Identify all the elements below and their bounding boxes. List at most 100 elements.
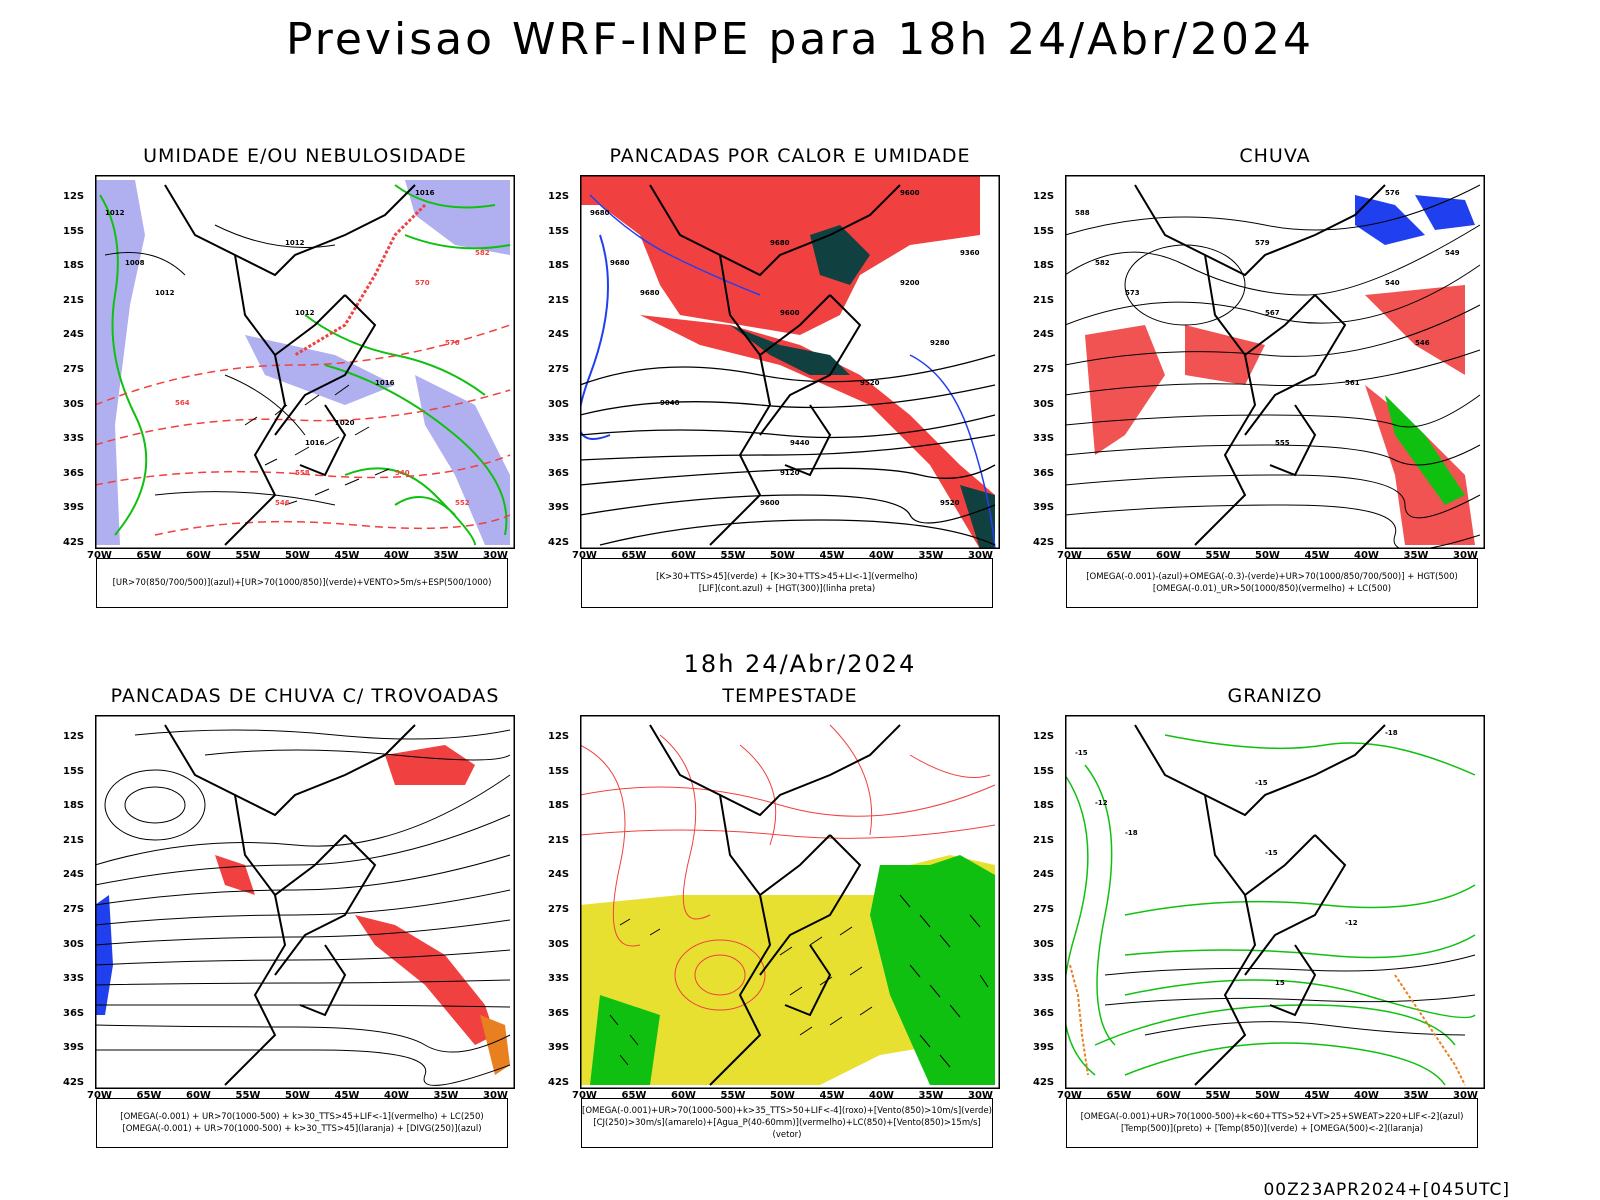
- longitude-tick-label: 35W: [433, 1090, 459, 1101]
- longitude-tick-label: 30W: [1453, 550, 1478, 561]
- legend-line: [K>30+TTS>45](verde) + [K>30+TTS>45+LI<-…: [656, 572, 918, 582]
- longitude-tick-label: 40W: [1354, 550, 1379, 561]
- contour-value-label: 1008: [125, 259, 145, 267]
- map-frame: [580, 715, 1000, 1089]
- longitude-tick-label: 35W: [1403, 1090, 1429, 1101]
- contour-value-label: -18: [1385, 729, 1398, 737]
- latitude-tick-label: 33S: [548, 973, 570, 985]
- longitude-tick-label: 60W: [671, 550, 696, 561]
- longitude-tick-label: 55W: [235, 1090, 261, 1101]
- contour-value-label: 9280: [930, 339, 950, 347]
- contour-value-label: 549: [1445, 249, 1460, 257]
- contour-value-label: 570: [415, 279, 430, 287]
- latitude-tick-label: 33S: [548, 433, 570, 445]
- contour-value-label: 540: [395, 469, 410, 477]
- contour-value-label: 582: [475, 249, 490, 257]
- latitude-tick-label: 27S: [1033, 904, 1055, 915]
- longitude-tick-label: 55W: [1205, 550, 1231, 561]
- latitude-tick-label: 18S: [548, 260, 570, 272]
- longitude-tick-label: 50W: [1255, 550, 1280, 561]
- latitude-tick-label: 12S: [548, 731, 570, 742]
- contour-value-label: 540: [1385, 279, 1400, 287]
- contour-value-label: 558: [295, 469, 310, 477]
- legend-line: [OMEGA(-0.001)-(azul)+OMEGA(-0.3)-(verde…: [1086, 572, 1458, 582]
- contour-labels: 9680 9680 9680 9600 9680 9600 9520 9440 9360 9280…: [590, 189, 980, 507]
- contour-value-label: 1016: [305, 439, 325, 447]
- latitude-tick-label: 36S: [1033, 467, 1055, 479]
- latitude-tick-label: 21S: [1033, 834, 1055, 846]
- longitude-tick-label: 45W: [819, 550, 845, 561]
- panel-title: TEMPESTADE: [722, 685, 858, 707]
- latitude-tick-label: 30S: [63, 938, 85, 950]
- longitude-tick-label: 30W: [1453, 1090, 1478, 1101]
- longitude-tick-label: 30W: [968, 1090, 993, 1101]
- longitude-tick-label: 50W: [285, 1090, 310, 1101]
- latitude-tick-label: 30S: [1033, 398, 1055, 410]
- contour-value-label: 564: [175, 399, 190, 407]
- longitude-tick-label: 60W: [671, 1090, 696, 1101]
- latitude-tick-label: 15S: [1033, 225, 1055, 237]
- latitude-tick-label: 30S: [548, 938, 570, 950]
- contour-value-label: 9680: [770, 239, 790, 247]
- longitude-tick-label: 65W: [1106, 1090, 1132, 1101]
- contour-value-label: 576: [445, 339, 460, 347]
- longitude-tick-label: 55W: [720, 550, 746, 561]
- contour-value-label: 9440: [790, 439, 810, 447]
- longitude-tick-label: 35W: [1403, 550, 1429, 561]
- contour-value-label: 546: [1415, 339, 1430, 347]
- contour-value-label: 573: [1125, 289, 1140, 297]
- run-code-label: 00Z23APR2024+[045UTC]: [1263, 1180, 1510, 1200]
- latitude-tick-label: 21S: [548, 834, 570, 846]
- latitude-tick-label: 24S: [63, 869, 85, 881]
- panel-legend: [K>30+TTS>45](verde) + [K>30+TTS>45+LI<-…: [581, 558, 993, 608]
- longitude-tick-label: 35W: [918, 550, 944, 561]
- contour-value-label: 1012: [295, 309, 315, 317]
- latitude-tick-label: 33S: [1033, 973, 1055, 985]
- latitude-tick-label: 42S: [548, 1077, 570, 1088]
- latitude-tick-label: 30S: [1033, 938, 1055, 950]
- longitude-tick-label: 40W: [869, 550, 894, 561]
- longitude-tick-label: 65W: [136, 1090, 162, 1101]
- legend-line: [OMEGA(-0.01)_UR>50(1000/850)(vermelho) …: [1152, 584, 1392, 594]
- forecast-map: 1012 1008 1012 1016 1012 1012 1016 1016 582 576 57…: [95, 175, 515, 549]
- longitude-tick-label: 40W: [1354, 1090, 1379, 1101]
- latitude-tick-label: 30S: [548, 398, 570, 410]
- latitude-tick-label: 27S: [63, 904, 85, 915]
- contour-value-label: 1012: [155, 289, 175, 297]
- forecast-map: [95, 715, 515, 1089]
- latitude-tick-label: 42S: [1033, 1077, 1055, 1088]
- panel-title: CHUVA: [1239, 145, 1311, 167]
- longitude-tick-label: 40W: [384, 1090, 409, 1101]
- latitude-tick-label: 18S: [63, 260, 85, 272]
- contour-labels: -15 -12 -15 -18 -18 -15 -12 15: [1075, 729, 1398, 987]
- contour-value-label: -15: [1075, 749, 1088, 757]
- longitude-tick-label: 50W: [285, 550, 310, 561]
- longitude-tick-label: 30W: [968, 550, 993, 561]
- longitude-tick-label: 60W: [186, 1090, 211, 1101]
- latitude-tick-label: 15S: [63, 225, 85, 237]
- latitude-tick-label: 21S: [63, 834, 85, 846]
- latitude-tick-label: 39S: [1033, 1042, 1055, 1054]
- latitude-tick-label: 15S: [548, 765, 570, 777]
- forecast-map: 588 582 579 576 573 567 561 555 549 546 540: [1065, 175, 1485, 549]
- latitude-tick-label: 42S: [1033, 537, 1055, 548]
- longitude-tick-label: 30W: [483, 1090, 508, 1101]
- latitude-tick-label: 39S: [1033, 502, 1055, 514]
- legend-line: [OMEGA(-0.001)+UR>70(1000-500)+k>35_TTS>…: [582, 1106, 992, 1116]
- latitude-tick-label: 36S: [1033, 1007, 1055, 1019]
- panel-title: GRANIZO: [1227, 685, 1323, 707]
- contour-value-label: 582: [1095, 259, 1110, 267]
- longitude-tick-label: 65W: [621, 550, 647, 561]
- contour-value-label: 588: [1075, 209, 1090, 217]
- latitude-tick-label: 21S: [548, 294, 570, 306]
- contour-value-label: 546: [275, 499, 290, 507]
- panel-legend: [OMEGA(-0.001)+UR>70(1000-500)+k<60+TTS>…: [1066, 1098, 1478, 1148]
- latitude-tick-label: 18S: [548, 800, 570, 812]
- contour-value-label: 9680: [610, 259, 630, 267]
- latitude-tick-label: 39S: [63, 502, 85, 514]
- legend-line: [UR>70(850/700/500)](azul)+[UR>70(1000/8…: [112, 578, 492, 588]
- map-frame: [95, 715, 515, 1089]
- longitude-tick-label: 70W: [87, 1090, 112, 1101]
- panel-legend: [UR>70(850/700/500)](azul)+[UR>70(1000/8…: [96, 558, 508, 608]
- contour-value-label: 555: [1275, 439, 1290, 447]
